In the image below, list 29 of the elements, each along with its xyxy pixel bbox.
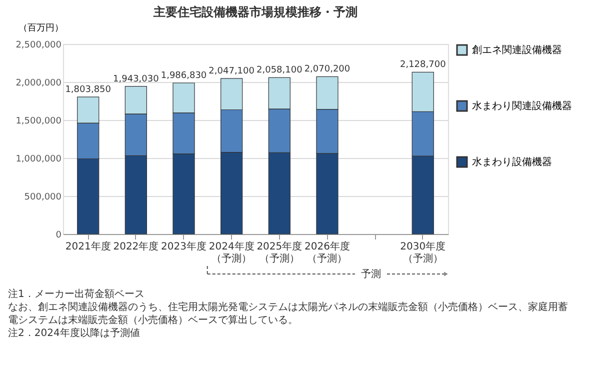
x-tick-label: 2024年度（予測） (208, 240, 254, 264)
total-label: 1,986,830 (160, 71, 207, 81)
x-tick-label: 2023年度 (161, 240, 206, 252)
y-tick-label: 500,000 (24, 192, 62, 202)
legend-label: 水まわり設備機器 (472, 156, 552, 168)
total-label: 1,943,030 (113, 74, 160, 84)
x-tick-label: 2026年度（予測） (304, 240, 350, 264)
total-label: 2,070,200 (304, 64, 350, 75)
total-label: 1,803,850 (65, 84, 112, 95)
text: 予測 (361, 268, 381, 280)
chart-title: 主要住宅設備機器市場規模推移・予測 (152, 5, 358, 19)
legend-label: 創エネ関連設備機器 (472, 44, 562, 56)
total-label: 2,058,100 (256, 66, 303, 76)
x-tick-label: 2030年度（予測） (400, 240, 446, 264)
text: 注1．メーカー出荷金額ベース (8, 288, 144, 300)
y-tick-label: 1,500,000 (16, 116, 62, 126)
x-tick-label: 2025年度（予測） (256, 240, 302, 264)
total-label: 2,047,100 (208, 66, 255, 76)
y-tick-label: 0 (56, 230, 62, 240)
y-tick-label: 2,000,000 (16, 78, 62, 88)
x-tick-label: 2021年度 (65, 240, 111, 252)
x-tick-label: 2022年度 (113, 240, 159, 252)
y-tick-label: 2,500,000 (16, 40, 62, 50)
y-tick-label: 1,000,000 (16, 154, 62, 164)
text: 注2．2024年度以降は予測値 (8, 327, 140, 339)
legend-label: 水まわり関連設備機器 (472, 100, 572, 112)
total-label: 2,128,700 (400, 60, 446, 70)
y-axis-title: （百万円） (18, 24, 64, 34)
text: なお、創エネ関連設備機器のうち、住宅用太陽光発電システムは太陽光パネルの末端販売金額（小売価格）ベース、家庭用蓄電システムは末端販売金額（小売価格）ベースで算出している。 (8, 301, 568, 326)
